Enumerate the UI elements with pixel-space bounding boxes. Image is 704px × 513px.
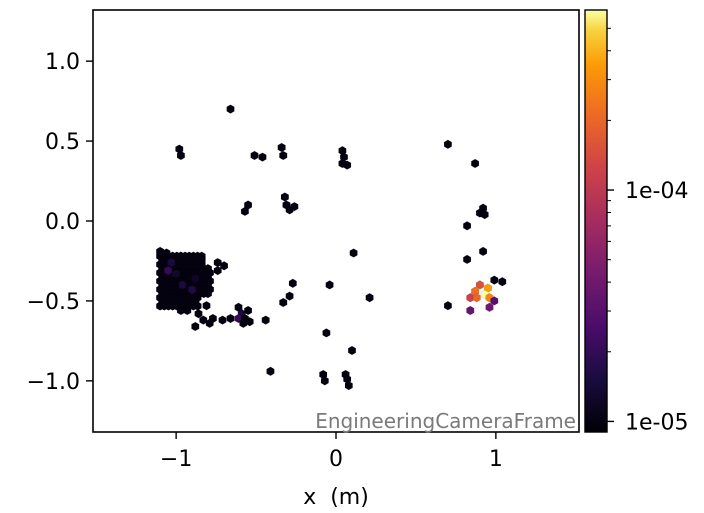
y-tick-label: 1.0 — [45, 50, 80, 75]
y-tick-label: −0.5 — [27, 290, 80, 315]
hexbin-cell — [348, 345, 356, 356]
hexbin-cell — [471, 158, 480, 169]
hexbin-cells — [156, 104, 507, 391]
hexbin-cell — [485, 302, 494, 312]
hexbin-cell — [239, 318, 248, 328]
hexbin-cell — [365, 293, 374, 303]
colorbar-tick-label: 1e-04 — [625, 179, 688, 204]
hexbin-cell — [258, 152, 267, 162]
y-axis: 1.0 0.5 0.0 −0.5 −1.0 — [27, 50, 93, 395]
hexbin-cell — [156, 246, 165, 257]
hexbin-cell — [164, 265, 173, 276]
x-axis-label: x (m) — [303, 485, 369, 510]
hexbin-cell — [320, 376, 329, 386]
plot-area — [93, 10, 579, 432]
frame-label: EngineeringCameraFrame — [315, 409, 576, 433]
hexbin-cell — [490, 296, 499, 306]
hexbin-cell — [188, 285, 197, 295]
x-tick-label: −1 — [160, 447, 192, 472]
hexbin-cell — [191, 321, 200, 332]
hexbin-cell — [226, 313, 235, 324]
hexbin-cell — [475, 280, 484, 290]
hexbin-cell — [463, 221, 472, 231]
hexbin-cell — [226, 104, 235, 114]
x-tick-label: 1 — [489, 447, 503, 472]
hexbin-cell — [191, 273, 200, 284]
hexbin-cell — [290, 201, 299, 212]
hexbin-cell — [498, 277, 507, 287]
hexbin-cell — [250, 150, 259, 161]
hexbin-cell — [443, 139, 452, 149]
hexbin-cell — [277, 142, 286, 153]
hexbin-cell — [285, 291, 294, 301]
hexbin-cell — [240, 206, 249, 217]
hexbin-cell — [472, 293, 481, 303]
hexbin-cell — [279, 297, 288, 308]
hexbin-cell — [172, 269, 181, 279]
hexbin-cell — [191, 253, 200, 263]
hexbin-cell — [218, 315, 227, 325]
hexbin-cell — [280, 192, 289, 202]
hexbin-cell — [279, 150, 288, 161]
colorbar-ticks: 1e-05 1e-04 — [607, 27, 688, 435]
hexbin-cell — [203, 288, 213, 299]
hexbin-cell — [480, 209, 489, 220]
hexbin-cell — [266, 366, 275, 376]
hexbin-cell — [325, 280, 334, 290]
hexbin-cell — [443, 301, 452, 311]
hexbin-cell — [463, 254, 472, 265]
hexbin-cell — [220, 261, 229, 271]
y-tick-label: −1.0 — [27, 370, 80, 395]
hexbin-cell — [288, 278, 297, 288]
hexbin-cell — [344, 380, 353, 391]
hexbin-cell — [466, 305, 475, 316]
hexbin-cell — [167, 257, 176, 268]
hexbin-cell — [213, 265, 222, 276]
x-tick-label: 0 — [329, 447, 343, 472]
hexbin-cell — [244, 305, 253, 316]
hexbin-cell — [176, 150, 185, 161]
y-tick-label: 0.5 — [45, 130, 80, 155]
hexbin-cell — [349, 248, 358, 258]
hexbin-cell — [194, 309, 203, 319]
hexbin-cell — [479, 246, 488, 257]
hexbin-cell — [261, 315, 270, 325]
hexbin-cell — [178, 280, 187, 290]
hexbin-cell — [322, 328, 331, 338]
colorbar-tick-label: 1e-05 — [625, 410, 688, 435]
hexbin-cell — [197, 254, 206, 265]
hexbin-cell — [193, 301, 202, 311]
y-tick-label: 0.0 — [45, 210, 80, 235]
hexbin-cell — [176, 305, 185, 316]
hexbin-cell — [199, 315, 208, 325]
hexbin-cell — [162, 248, 171, 258]
hexbin-cell — [490, 275, 499, 285]
hexbin-cell — [176, 251, 185, 261]
hexbin-cell — [245, 317, 254, 327]
colorbar — [584, 9, 608, 433]
x-axis: −1 0 1 — [160, 432, 503, 472]
hexbin-cell — [202, 301, 211, 311]
hexbin-cell — [343, 160, 352, 170]
